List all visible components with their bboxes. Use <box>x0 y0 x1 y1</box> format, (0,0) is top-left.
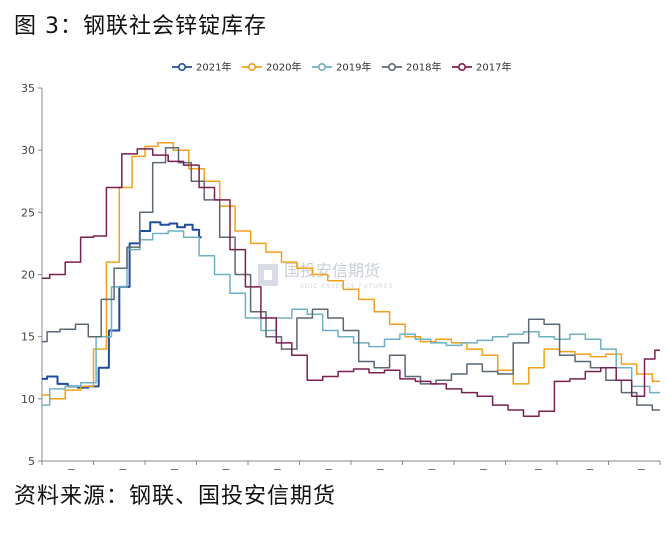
legend-marker <box>457 63 466 72</box>
y-tick-label: 30 <box>21 144 35 157</box>
x-tick-label: 10月 <box>519 468 544 470</box>
y-tick-label: 5 <box>28 455 35 468</box>
legend-marker <box>387 63 396 72</box>
x-tick-label: 8月 <box>419 468 437 470</box>
x-tick-label: 3月 <box>162 468 180 470</box>
y-tick-label: 20 <box>21 269 35 282</box>
legend-marker <box>178 63 187 72</box>
legend-label: 2017年 <box>476 61 511 74</box>
x-tick-label: 2月 <box>110 468 128 470</box>
series-line-2018年 <box>42 146 660 411</box>
x-tick-label: 11月 <box>570 468 595 470</box>
x-tick-label: 9月 <box>471 468 489 470</box>
watermark-mark-inner <box>264 270 272 280</box>
x-tick-label: 1月 <box>59 468 77 470</box>
y-tick-label: 25 <box>21 206 35 219</box>
series-line-2019年 <box>42 230 660 406</box>
y-tick-label: 10 <box>21 393 35 406</box>
line-chart: 国投安信期货 SDIC ESSENCE FUTURES 5 10 15 20 25 30 3… <box>21 61 661 470</box>
x-tick-label: 12月 <box>622 468 647 470</box>
legend-label: 2020年 <box>266 61 301 74</box>
axes: 5 10 15 20 25 30 35 1月 2月 3月 4月 5月 6月 7月 8月 9月 10月 11月 12月 <box>21 82 661 470</box>
watermark-subtext: SDIC ESSENCE FUTURES <box>300 283 394 290</box>
series-line-2021年 <box>42 221 202 389</box>
x-tick-label: 4月 <box>213 468 231 470</box>
watermark-name: 国投安信期货 <box>284 261 380 280</box>
legend-marker <box>317 63 326 72</box>
x-tick-label: 5月 <box>265 468 283 470</box>
legend-label: 2019年 <box>336 61 371 74</box>
legend-marker <box>248 63 257 72</box>
x-tick-label: 6月 <box>316 468 334 470</box>
series-line-2020年 <box>42 141 660 400</box>
legend: 2021年 2020年 2019年 2018年 2017年 <box>172 61 511 74</box>
watermark-logo: 国投安信期货 SDIC ESSENCE FUTURES <box>258 261 394 290</box>
series-layer <box>42 141 660 417</box>
y-tick-label: 35 <box>21 82 35 95</box>
legend-label: 2021年 <box>196 61 231 74</box>
x-tick-label: 7月 <box>368 468 386 470</box>
series-line-2017年 <box>42 148 660 417</box>
source-note: 资料来源：钢联、国投安信期货 <box>14 484 337 509</box>
legend-label: 2018年 <box>406 61 441 74</box>
y-tick-label: 15 <box>21 331 35 344</box>
chart-title: 图 3：钢联社会锌锭库存 <box>14 14 267 39</box>
